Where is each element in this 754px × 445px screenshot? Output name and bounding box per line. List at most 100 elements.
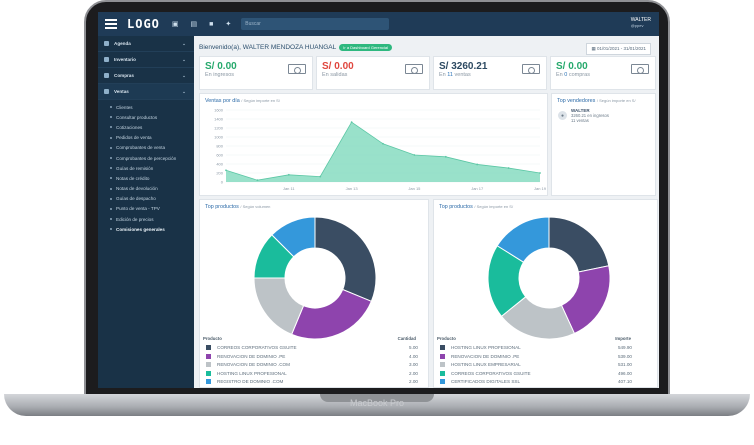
stat-caption: En salidas — [322, 72, 348, 78]
top-sellers-card: Top vendedores / Según importe en S/ ● W… — [551, 93, 656, 196]
stat-value: S/ 0.00 — [205, 61, 237, 72]
sidebar-item-compras[interactable]: Compras ⌄ — [98, 68, 194, 84]
dashboard-link-button[interactable]: Ir a Dashboard Gerencial — [339, 44, 392, 51]
legend-value: 4.00 — [409, 353, 418, 359]
stat-caption: En ingresos — [205, 72, 235, 78]
main-content: Bienvenido(a), WALTER MENDOZA HUANGAL Ir … — [197, 36, 659, 388]
legend-label: HOSTING LINUX PROFESIONAL — [217, 370, 287, 376]
legend-swatch — [206, 353, 211, 359]
sidebar-subitem[interactable]: Notas de crédito — [98, 173, 194, 183]
truck-icon[interactable]: ■ — [209, 20, 214, 28]
legend-label: CERTIFICADOS DIGITALES SSL — [451, 379, 521, 385]
sidebar-subitem[interactable]: Guías de despacho — [98, 194, 194, 204]
user-name: WALTER — [630, 17, 651, 23]
stat-card-salidas: S/ 0.00 En salidas — [316, 56, 430, 90]
legend-row: HOSTING LINUX PROFESIONAL 2.00 — [206, 370, 418, 376]
x-tick-label: Jan 11 — [283, 186, 295, 191]
seller-row[interactable]: ● WALTER 3260.21 en ingresos 11 ventas — [558, 108, 655, 123]
x-tick-label: Jan 13 — [346, 186, 359, 191]
sidebar-item-agenda[interactable]: Agenda ⌄ — [98, 36, 194, 52]
cart-icon[interactable]: ▣ — [171, 21, 179, 28]
data-point — [507, 167, 510, 169]
legend-row: HOSTING LINUX EMPRESARIAL 531.00 — [440, 362, 632, 368]
x-tick-label: Jan 15 — [408, 186, 421, 191]
user-role: @ppev — [630, 23, 644, 28]
topbar: LOGO ▣ ▤ ■ ✦ Buscar WALTER @ppev — [98, 12, 659, 36]
column-header-product: Producto — [437, 336, 456, 341]
donut-slice[interactable] — [291, 288, 373, 340]
legend-swatch — [206, 345, 211, 350]
data-point — [287, 173, 290, 176]
sidebar-subitem[interactable]: Punto de venta - TPV — [98, 204, 194, 214]
seller-amount: 3260.21 en ingresos — [571, 113, 609, 118]
data-point — [382, 142, 384, 145]
x-tick-label: Jan 19 — [534, 186, 547, 191]
column-header-product: Producto — [203, 336, 222, 341]
chart-title: Ventas por día / Según importe en S/ — [205, 98, 280, 104]
legend-swatch — [440, 370, 445, 376]
data-point — [444, 155, 447, 158]
seller-name: WALTER — [571, 108, 590, 113]
sidebar-item-label: Inventario — [114, 57, 136, 62]
legend-row: RENOVACION DE DOMINIO .PE 4.00 — [206, 353, 418, 359]
sales-chart-card: Ventas por día / Según importe en S/ 0 20… — [199, 93, 548, 196]
sidebar-subitem[interactable]: Notas de devolución — [98, 184, 194, 194]
page-title: Bienvenido(a), WALTER MENDOZA HUANGAL Ir … — [199, 44, 392, 51]
top-products-qty-card: Top productos / Según volumen Producto C… — [199, 199, 429, 388]
data-point — [225, 169, 227, 172]
legend-row: CORREOS CORPORATIVOS GSUITE 5.00 — [206, 345, 418, 350]
money-icon — [631, 64, 649, 74]
legend-value: 549.90 — [617, 345, 632, 350]
box-icon — [104, 57, 109, 62]
legend-row: CERTIFICADOS DIGITALES SSL 407.10 — [440, 379, 632, 385]
stat-card-ventas: S/ 3260.21 En 11 ventas — [433, 56, 547, 90]
seller-count: 11 ventas — [571, 118, 589, 123]
legend-swatch — [206, 362, 211, 368]
legend-value: 531.00 — [617, 362, 632, 368]
top-products-qty-donut — [253, 216, 377, 340]
sidebar-item-ventas[interactable]: Ventas ⌄ — [98, 84, 194, 100]
donut-slice[interactable] — [314, 216, 377, 302]
y-tick-label: 400 — [216, 162, 223, 167]
donut-slice[interactable] — [271, 216, 316, 258]
legend-label: HOSTING LINUX PROFESIONAL — [451, 345, 521, 350]
stat-caption: En 0 compras — [556, 72, 590, 78]
stat-card-ingresos: S/ 0.00 En ingresos — [199, 56, 313, 90]
date-range-picker[interactable]: ▦ 01/01/2021 - 31/01/2021 — [586, 43, 651, 55]
stat-value: S/ 0.00 — [556, 61, 588, 72]
donut-slice[interactable] — [548, 216, 610, 273]
sidebar: Agenda ⌄ Inventario ⌄ Compras ⌄ Ventas ⌄ Cli… — [98, 36, 194, 388]
y-tick-label: 600 — [216, 153, 223, 158]
sidebar-subitem[interactable]: Consultar productos — [98, 112, 194, 122]
tag-icon — [104, 89, 109, 94]
donut-slice[interactable] — [496, 216, 550, 263]
logo[interactable]: LOGO — [127, 17, 160, 31]
legend-swatch — [206, 379, 211, 385]
y-tick-label: 0 — [221, 180, 224, 185]
data-point — [476, 163, 479, 166]
laptop-base — [4, 394, 750, 416]
y-tick-label: 1000 — [214, 135, 224, 140]
sidebar-subitem[interactable]: Clientes — [98, 102, 194, 112]
menu-icon[interactable] — [105, 19, 117, 29]
legend-row: HOSTING LINUX PROFESIONAL 549.90 — [440, 345, 632, 350]
search-input[interactable]: Buscar — [241, 18, 390, 30]
stat-card-compras: S/ 0.00 En 0 compras — [550, 56, 656, 90]
sidebar-subitem[interactable]: Pedidos de venta — [98, 133, 194, 143]
sidebar-subitem[interactable]: Comprobantes de percepción — [98, 153, 194, 163]
user-menu[interactable]: WALTER @ppev — [631, 17, 651, 29]
sidebar-item-inventario[interactable]: Inventario ⌄ — [98, 52, 194, 68]
settings-icon[interactable]: ✦ — [225, 21, 232, 28]
sidebar-subitem[interactable]: Edición de precios — [98, 214, 194, 224]
sidebar-subitem[interactable]: Comisiones generales — [98, 224, 194, 234]
sidebar-subitem[interactable]: Comprobantes de venta — [98, 143, 194, 153]
sidebar-subitem[interactable]: Guías de remisión — [98, 163, 194, 173]
sidebar-item-label: Compras — [114, 73, 134, 78]
calendar-icon — [104, 41, 109, 46]
sidebar-item-label: Agenda — [114, 41, 131, 46]
data-point — [256, 179, 259, 182]
cash-icon[interactable]: ▤ — [190, 21, 198, 28]
y-tick-label: 1200 — [214, 126, 224, 131]
sidebar-subitem[interactable]: Cotizaciones — [98, 122, 194, 132]
legend-row: RENOVACION DE DOMINIO .PE 539.00 — [440, 353, 632, 359]
